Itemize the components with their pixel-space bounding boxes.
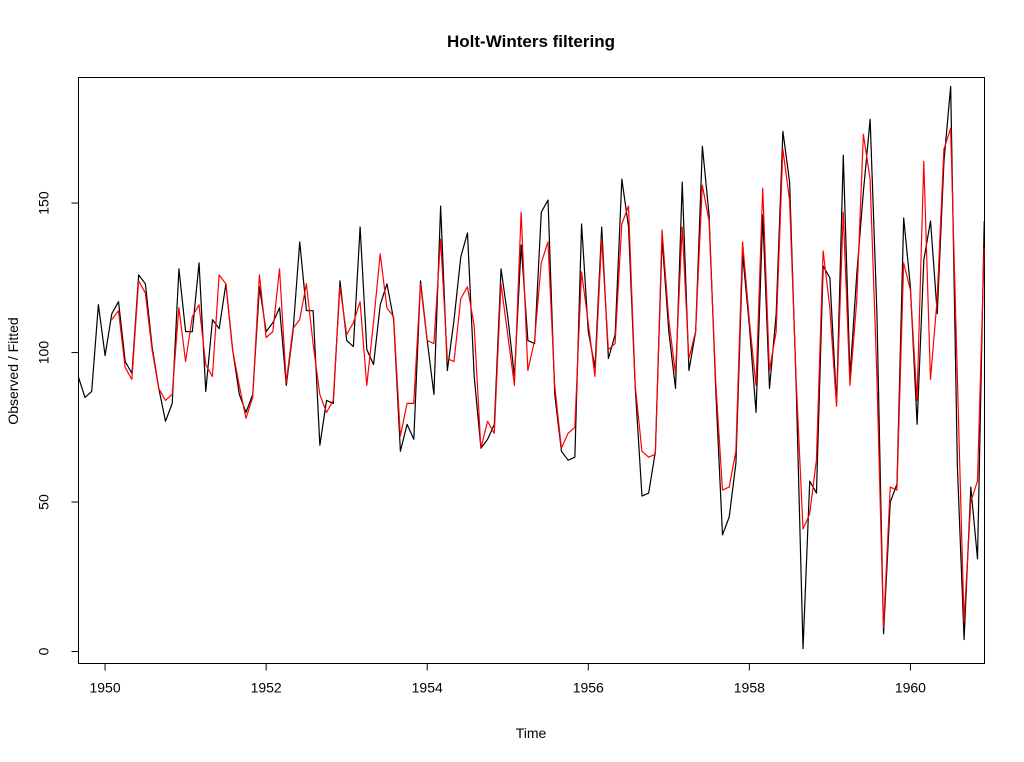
series-line-2 <box>111 127 985 629</box>
y-tick-label: 100 <box>36 341 52 365</box>
plot-frame <box>78 77 985 664</box>
chart-title: Holt-Winters filtering <box>447 32 615 51</box>
x-axis-label: Time <box>516 725 547 741</box>
x-tick-label: 1950 <box>89 680 120 696</box>
y-axis-label: Observed / Fitted <box>5 317 21 424</box>
x-tick-label: 1958 <box>734 680 765 696</box>
x-tick-label: 1956 <box>573 680 604 696</box>
y-axis: 0 50 100 150 <box>36 191 79 655</box>
x-axis: 1950 1952 1954 1956 1958 1960 <box>89 663 926 696</box>
y-tick-label: 150 <box>36 191 52 215</box>
x-tick-label: 1954 <box>412 680 443 696</box>
y-tick-label: 50 <box>36 494 52 510</box>
series-line-1 <box>78 85 985 650</box>
y-tick-label: 0 <box>36 647 52 655</box>
x-tick-label: 1960 <box>895 680 926 696</box>
series-layer <box>78 85 985 650</box>
x-tick-label: 1952 <box>251 680 282 696</box>
